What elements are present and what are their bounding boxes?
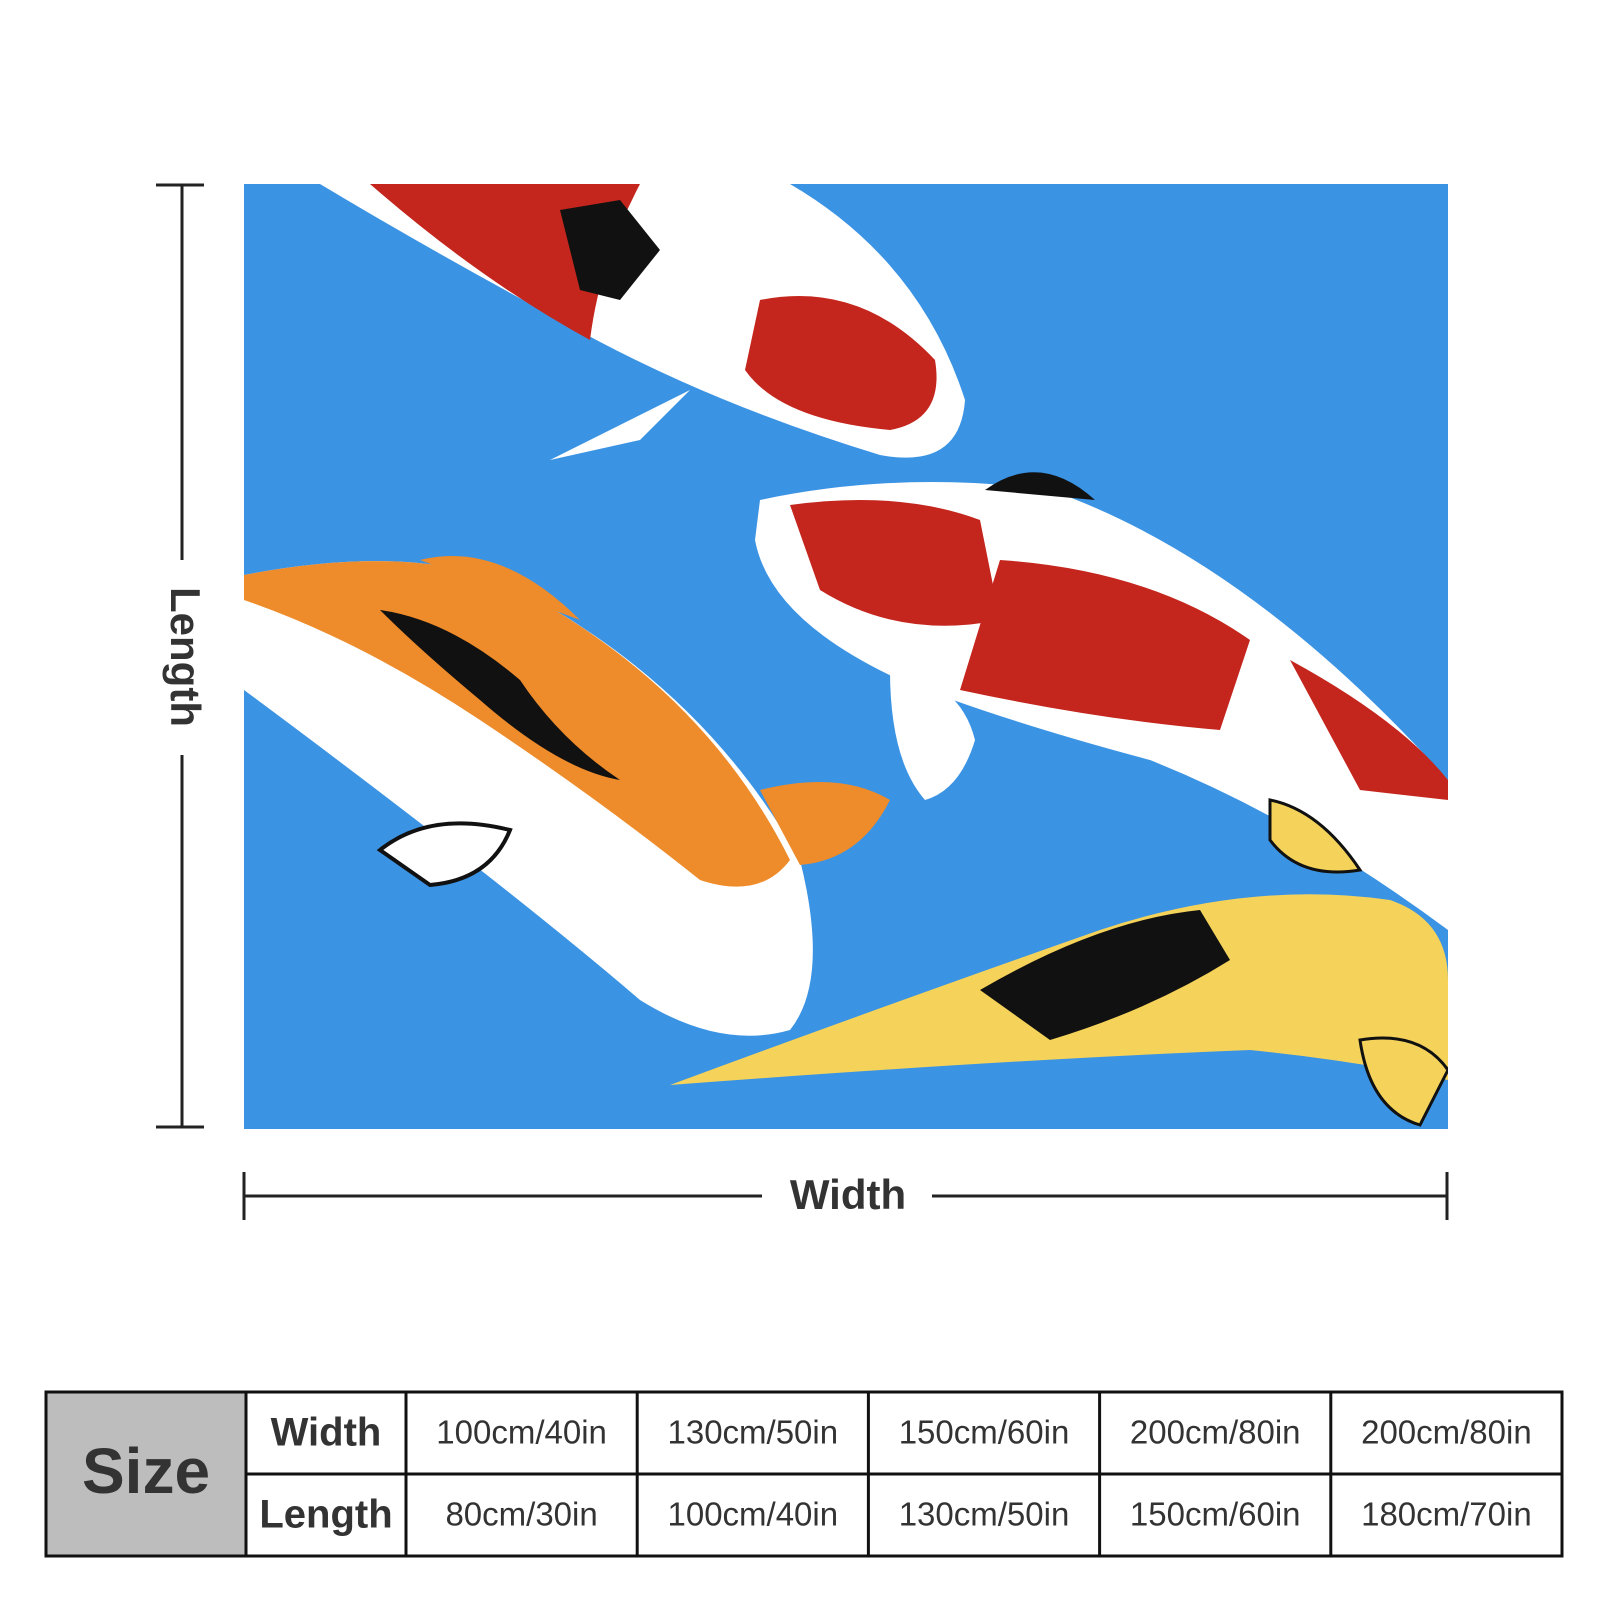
blanket-artwork [244, 184, 1448, 1129]
size-value: 100cm/40in [667, 1496, 838, 1533]
size-value: 100cm/40in [436, 1414, 607, 1451]
width-label: Width [790, 1171, 906, 1218]
length-label: Length [162, 587, 209, 727]
size-value: 200cm/80in [1361, 1414, 1532, 1451]
koi-fin [376, 821, 513, 888]
koi-fin [420, 556, 580, 620]
size-value: 80cm/30in [445, 1496, 597, 1533]
koi-spot [745, 296, 937, 430]
koi-spot [960, 560, 1250, 730]
koi-fin [1268, 798, 1363, 874]
size-value: 130cm/50in [667, 1414, 838, 1451]
koi-mark [380, 610, 620, 780]
koi-spot [1290, 660, 1448, 800]
koi-fin [550, 390, 690, 460]
length-indicator [156, 183, 204, 1129]
size-header: Size [82, 1435, 210, 1507]
koi-fin [890, 670, 975, 800]
width-indicator [242, 1172, 1449, 1220]
size-value: 180cm/70in [1361, 1496, 1532, 1533]
koi-fin [760, 782, 890, 865]
size-header-cell [46, 1392, 246, 1556]
koi [244, 561, 813, 1036]
koi-fin [1358, 1036, 1448, 1127]
size-value: 130cm/50in [899, 1496, 1070, 1533]
koi-mark [980, 910, 1230, 1040]
size-value: 150cm/60in [1130, 1496, 1301, 1533]
row-label: Length [259, 1493, 392, 1537]
size-value: 150cm/60in [899, 1414, 1070, 1451]
row-label: Width [271, 1411, 382, 1455]
koi-mark [560, 200, 660, 300]
size-value: 200cm/80in [1130, 1414, 1301, 1451]
size-table: Size Width 100cm/40in 130cm/50in 150cm/60in… [44, 1390, 1564, 1558]
koi-mark [985, 472, 1095, 500]
koi-spot [790, 500, 1000, 626]
